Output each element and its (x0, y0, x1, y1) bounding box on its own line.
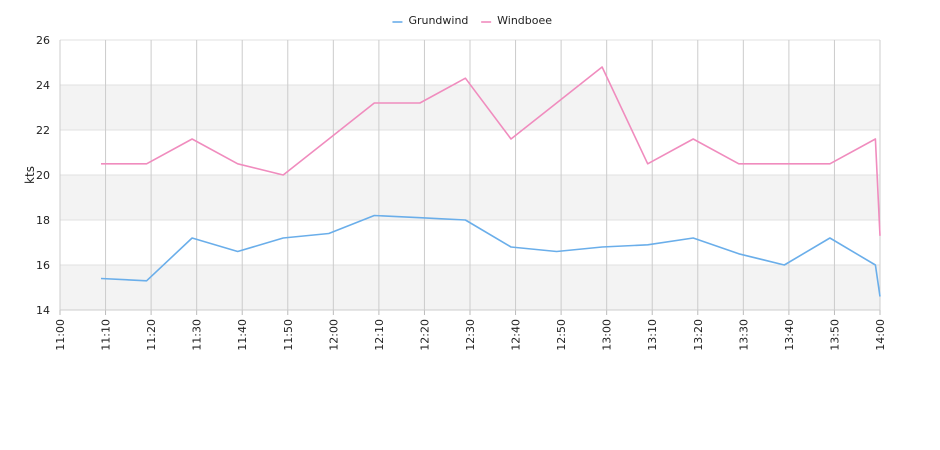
x-tick-label: 13:10 (646, 319, 659, 351)
legend-item-windboee[interactable]: Windboee (481, 14, 552, 27)
legend[interactable]: Grundwind Windboee (392, 14, 552, 27)
x-tick-label: 13:50 (828, 319, 841, 351)
series-line-grundwind (100, 214, 881, 297)
x-tick-label: 12:20 (418, 319, 431, 351)
x-tick-label: 11:30 (191, 319, 204, 351)
x-tick-label: 13:20 (692, 319, 705, 351)
x-tick-label: 12:30 (464, 319, 477, 351)
x-tick-label: 12:00 (327, 319, 340, 351)
vertical-gridlines (59, 40, 881, 315)
x-tick-label: 13:40 (783, 319, 796, 351)
y-tick-labels: 14 16 18 20 22 24 26 (36, 34, 50, 317)
y-axis-label: kts (23, 166, 37, 184)
y-tick-label: 18 (36, 214, 50, 227)
x-tick-label: 11:00 (54, 319, 67, 351)
x-tick-label: 12:50 (555, 319, 568, 351)
x-tick-label: 11:50 (282, 319, 295, 351)
x-tick-label: 13:30 (737, 319, 750, 351)
series-layer (100, 66, 881, 297)
x-tick-label: 12:40 (510, 319, 523, 351)
x-tick-label: 11:10 (100, 319, 113, 351)
x-tick-label: 11:20 (145, 319, 158, 351)
y-tick-label: 16 (36, 259, 50, 272)
x-tick-label: 14:00 (874, 319, 887, 351)
series-line-windboee (101, 66, 881, 236)
y-tick-label: 22 (36, 124, 50, 137)
x-tick-label: 11:40 (236, 319, 249, 351)
y-tick-label: 26 (36, 34, 50, 47)
y-tick-label: 20 (36, 169, 50, 182)
legend-label: Windboee (497, 14, 552, 27)
y-tick-label: 14 (36, 304, 50, 317)
legend-label: Grundwind (408, 14, 468, 27)
x-tick-label: 13:00 (601, 319, 614, 351)
x-tick-labels: 11:00 11:10 11:20 11:30 11:40 11:50 12:00 12:10… (54, 319, 887, 351)
legend-item-grundwind[interactable]: Grundwind (392, 14, 468, 27)
x-tick-label: 12:10 (373, 319, 386, 351)
y-tick-label: 24 (36, 79, 50, 92)
